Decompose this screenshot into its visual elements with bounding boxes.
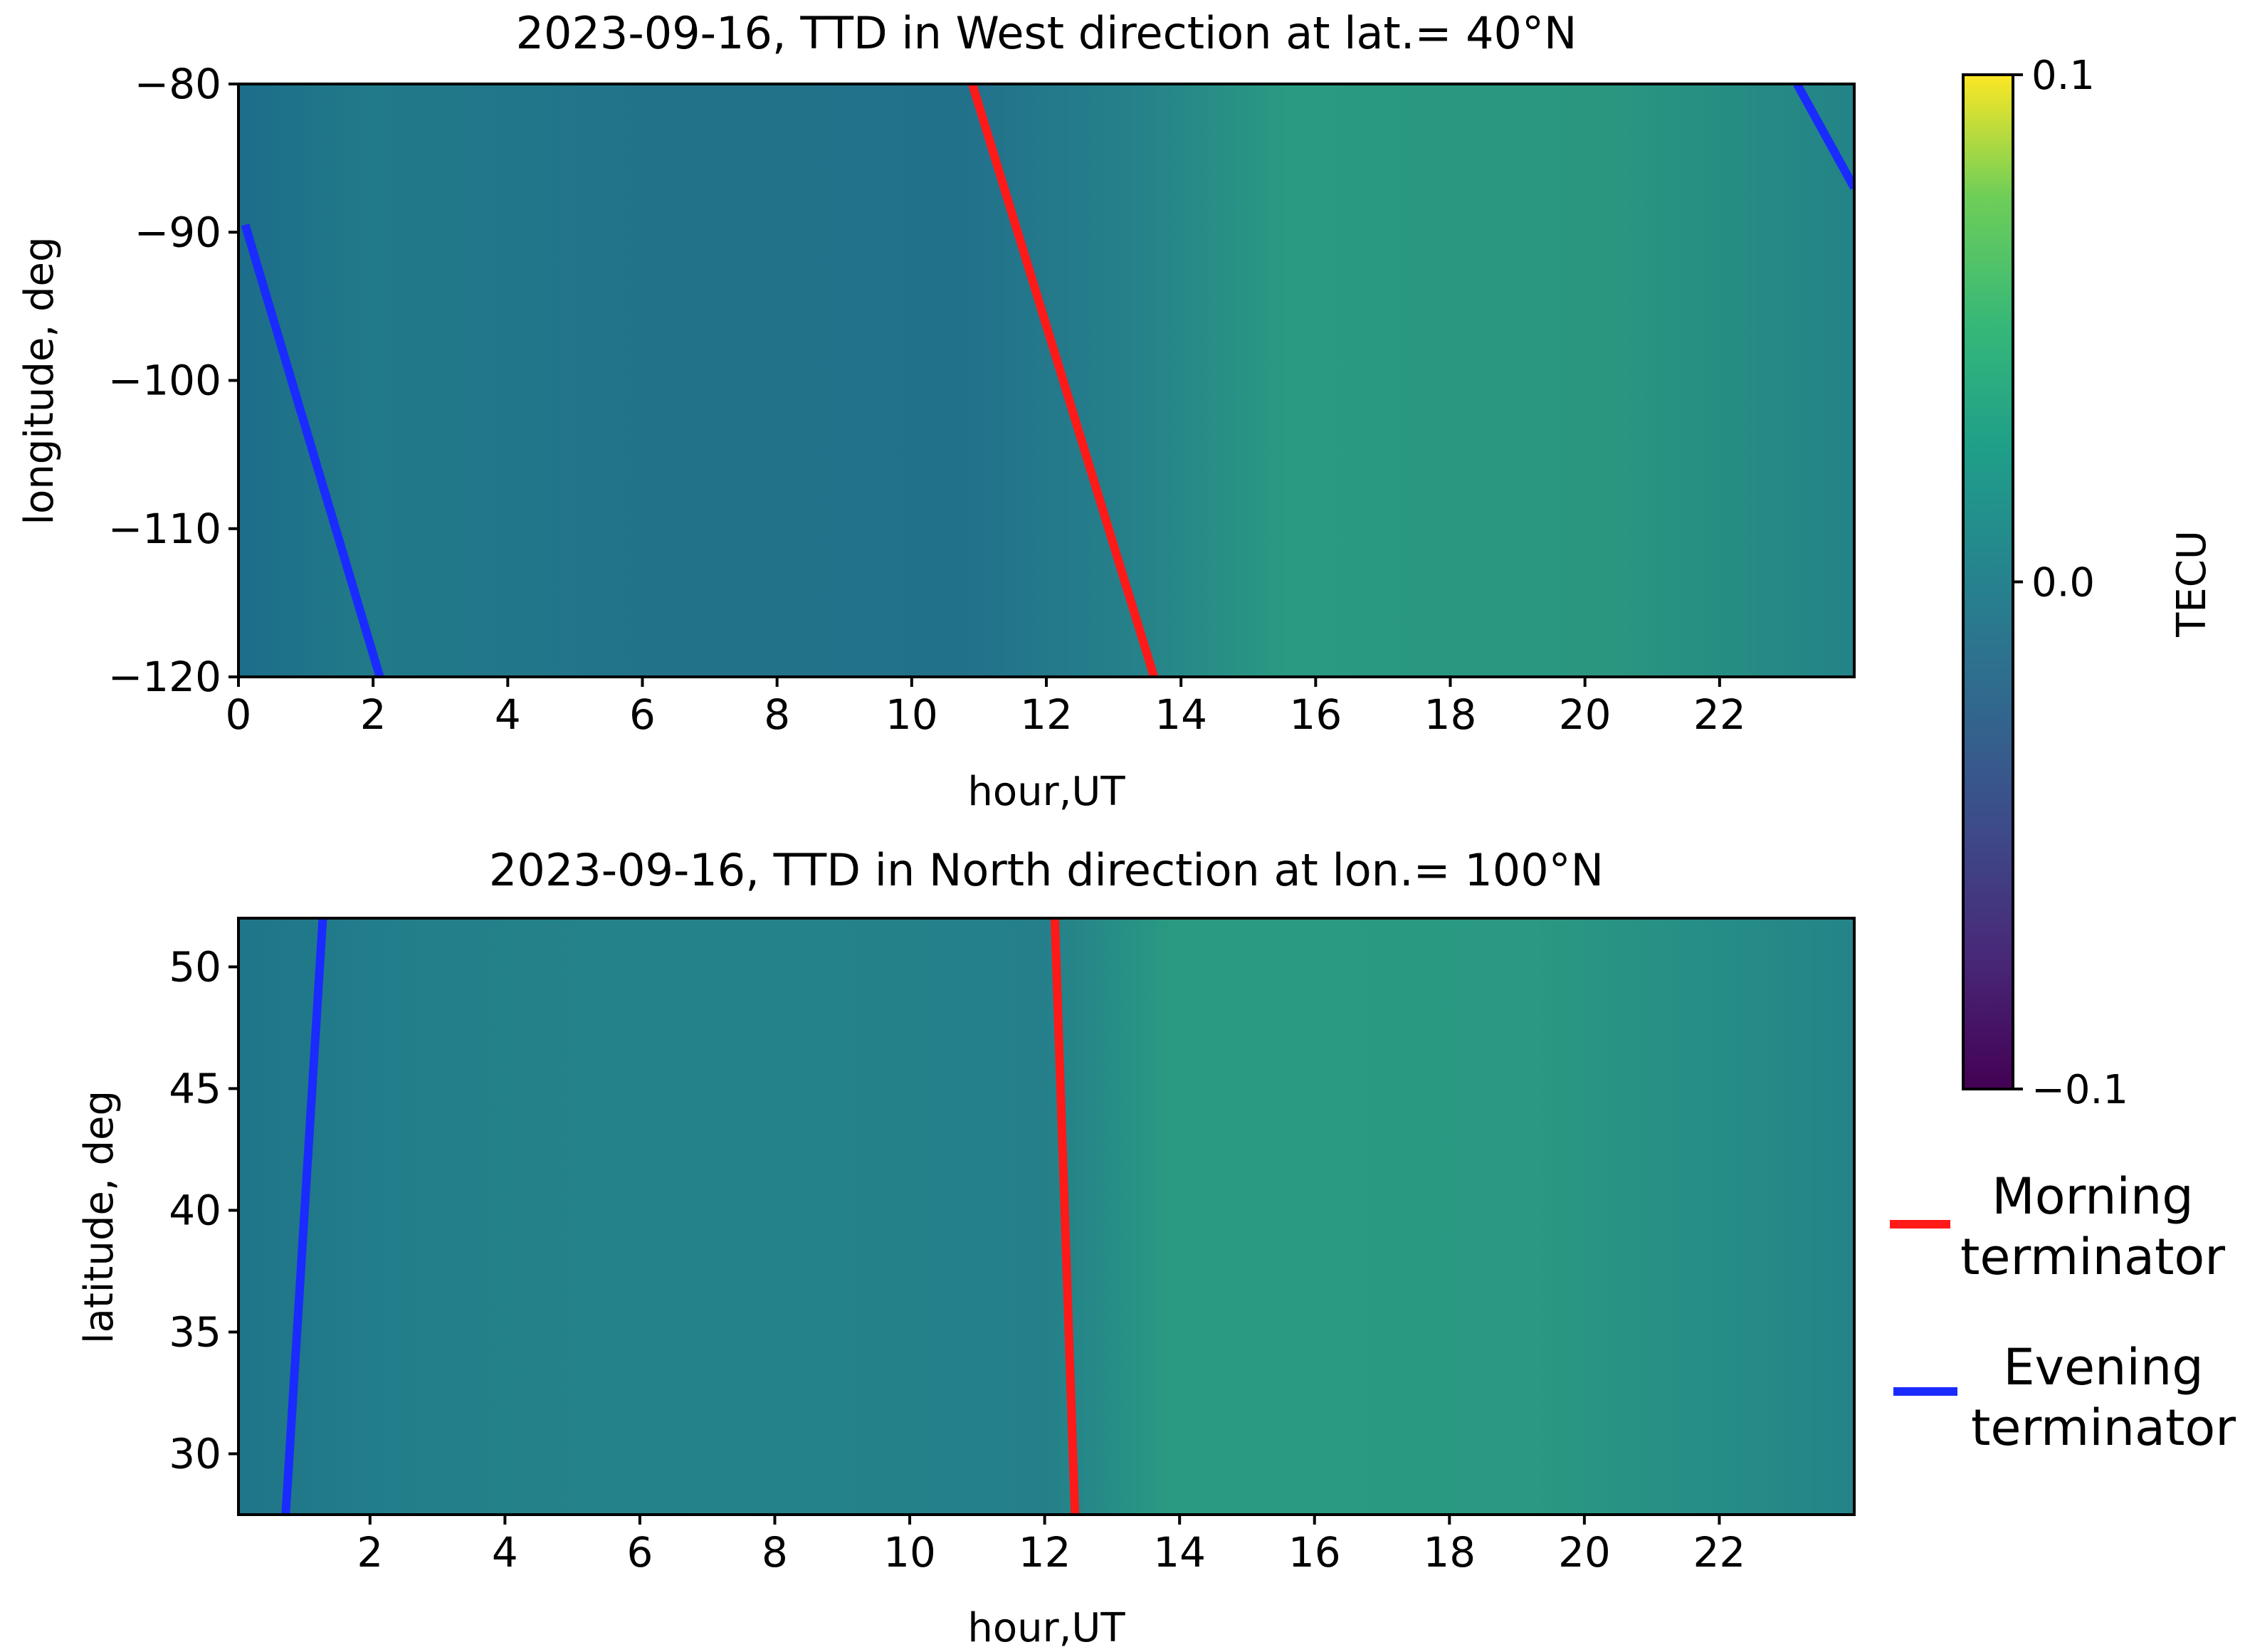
panel-west-heatmap xyxy=(238,84,1854,677)
x-tick-label-west-6: 12 xyxy=(1020,690,1073,739)
x-tick-label-north-8: 18 xyxy=(1423,1528,1476,1577)
panel-north-terminators xyxy=(281,918,1080,1515)
legend-label-evening-line1: Evening xyxy=(2003,1338,2203,1396)
panel-north: 2023-09-16, TTD in North direction at lo… xyxy=(76,844,1856,1651)
y-tick-label-north-3: 45 xyxy=(169,1064,221,1112)
legend-label-morning-line1: Morning xyxy=(1992,1167,2193,1226)
x-tick-label-west-7: 14 xyxy=(1155,690,1207,739)
y-tick-label-north-2: 40 xyxy=(169,1186,221,1234)
x-tick-label-west-1: 2 xyxy=(360,690,387,739)
panel-west: 2023-09-16, TTD in West direction at lat… xyxy=(16,7,1856,815)
colorbar-gradient xyxy=(1962,73,2014,1090)
y-tick-label-west-1: −90 xyxy=(135,208,221,256)
x-tick-label-north-1: 4 xyxy=(492,1528,518,1577)
x-tick-label-north-5: 12 xyxy=(1019,1528,1071,1577)
x-tick-label-north-9: 20 xyxy=(1558,1528,1611,1577)
panel-north-heatmap xyxy=(238,918,1854,1515)
evening-terminator-line-north-1 xyxy=(281,918,327,1515)
panel-north-x-ticks: 2 4 6 8 10 12 14 16 18 20 22 xyxy=(357,1515,1745,1577)
x-tick-label-west-3: 6 xyxy=(629,690,656,739)
x-tick-label-west-4: 8 xyxy=(764,690,790,739)
panel-north-y-ticks: 30 35 40 45 50 xyxy=(169,942,238,1478)
x-tick-label-west-0: 0 xyxy=(226,690,252,739)
panel-west-title: 2023-09-16, TTD in West direction at lat… xyxy=(516,7,1577,59)
panel-west-y-ticks: −80 −90 −100 −110 −120 xyxy=(108,60,238,701)
panel-west-x-label: hour,UT xyxy=(967,769,1125,815)
colorbar-ticks: 0.1 0.0 −0.1 xyxy=(2013,53,2128,1113)
legend-label-morning-line2: terminator xyxy=(1960,1228,2225,1286)
evening-terminator-line-west-2 xyxy=(1793,84,1854,190)
x-tick-label-north-6: 14 xyxy=(1153,1528,1206,1577)
colorbar: 0.1 0.0 −0.1 TECU xyxy=(1962,53,2215,1113)
panel-north-heatmap-light-noise xyxy=(238,918,1854,1515)
panel-west-x-ticks: 0 2 4 6 8 10 12 14 16 18 20 22 xyxy=(226,677,1746,739)
panel-west-y-label: longitude, deg xyxy=(16,236,63,525)
evening-terminator-line-west-1 xyxy=(241,223,384,677)
x-tick-label-west-9: 18 xyxy=(1424,690,1477,739)
x-tick-label-west-2: 4 xyxy=(495,690,521,739)
colorbar-tick-label-1: 0.0 xyxy=(2031,560,2095,606)
x-tick-label-north-10: 22 xyxy=(1693,1528,1746,1577)
panel-north-x-label: hour,UT xyxy=(967,1605,1125,1651)
x-tick-label-north-0: 2 xyxy=(357,1528,383,1577)
morning-terminator-line-west-0 xyxy=(968,84,1159,677)
panel-west-terminators xyxy=(241,84,1854,677)
colorbar-tick-label-2: −0.1 xyxy=(2031,1067,2128,1113)
y-tick-label-west-3: −110 xyxy=(108,505,221,553)
x-tick-label-north-4: 10 xyxy=(883,1528,936,1577)
y-tick-label-west-0: −80 xyxy=(135,60,221,108)
x-tick-label-west-5: 10 xyxy=(885,690,938,739)
x-tick-label-west-10: 20 xyxy=(1559,690,1612,739)
y-tick-label-west-2: −100 xyxy=(108,357,221,405)
x-tick-label-north-7: 16 xyxy=(1288,1528,1341,1577)
y-tick-label-north-0: 30 xyxy=(169,1429,221,1478)
panel-north-y-label: latitude, deg xyxy=(76,1090,122,1344)
y-tick-label-west-4: −120 xyxy=(108,653,221,701)
panel-north-frame xyxy=(237,917,1856,1516)
legend: Morning terminator Evening terminator xyxy=(1890,1167,2236,1457)
x-tick-label-north-2: 6 xyxy=(626,1528,653,1577)
panel-west-heatmap-light-noise xyxy=(238,84,1854,677)
legend-label-evening-line2: terminator xyxy=(1971,1399,2236,1457)
legend-entry-morning: Morning terminator xyxy=(1890,1167,2225,1286)
x-tick-label-west-8: 16 xyxy=(1289,690,1342,739)
x-tick-label-west-11: 22 xyxy=(1693,690,1746,739)
y-tick-label-north-4: 50 xyxy=(169,942,221,991)
colorbar-label: TECU xyxy=(2169,530,2215,638)
colorbar-tick-label-0: 0.1 xyxy=(2031,53,2095,99)
panel-north-title: 2023-09-16, TTD in North direction at lo… xyxy=(489,844,1604,896)
morning-terminator-line-north-0 xyxy=(1050,918,1080,1515)
x-tick-label-north-3: 8 xyxy=(762,1528,788,1577)
legend-entry-evening: Evening terminator xyxy=(1893,1338,2236,1457)
y-tick-label-north-1: 35 xyxy=(169,1308,221,1356)
